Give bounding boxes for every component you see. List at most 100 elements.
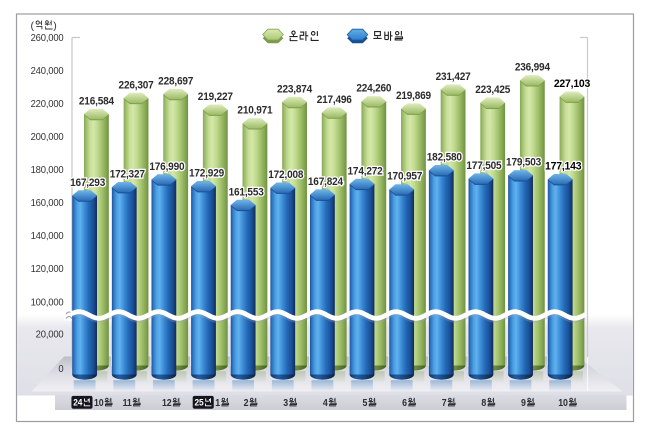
- bar-cap: [72, 190, 98, 201]
- value-labels: 216,584 167,293 226,307 172,327 228,697 176,9…: [69, 60, 592, 200]
- bar-reflection: [232, 380, 255, 392]
- y-axis-labels: 260,000 240,000 220,000 200,000 180,000 160,0…: [31, 20, 65, 375]
- bar-reflection: [271, 380, 294, 392]
- bar-모바일-3: [191, 180, 216, 392]
- hangul-월: [328, 397, 337, 407]
- svg-text:177,143: 177,143: [545, 161, 581, 173]
- bar-reflection: [85, 371, 108, 383]
- svg-text:227,103: 227,103: [554, 78, 590, 90]
- svg-text:228,697: 228,697: [158, 75, 193, 87]
- svg-text:216,584: 216,584: [79, 95, 114, 107]
- y-tick-label: 180,000: [31, 164, 64, 176]
- y-tick-label: 160,000: [31, 197, 64, 209]
- bar-reflection: [351, 380, 373, 392]
- value-label-mobile: 174,272: [346, 164, 384, 179]
- bar-reflection: [549, 380, 572, 392]
- bar-cap: [401, 103, 426, 114]
- y-tick-label: 260,000: [31, 32, 64, 44]
- value-label-online: 216,584: [78, 94, 116, 109]
- y-tick-label: 220,000: [31, 98, 64, 110]
- hangul-월: [408, 397, 416, 407]
- bar-reflection: [561, 371, 583, 383]
- bar-reflection: [311, 380, 334, 392]
- bar-모바일-9: [428, 165, 454, 392]
- svg-text:170,957: 170,957: [387, 171, 422, 183]
- bar-cap: [440, 84, 466, 95]
- bar-cap: [547, 174, 573, 185]
- y-tick-label: 20,000: [36, 328, 64, 340]
- hangul-월: [487, 397, 496, 407]
- svg-text:174,272: 174,272: [348, 165, 383, 177]
- bar-모바일-4: [230, 199, 256, 392]
- value-label-online: 217,496: [315, 93, 353, 108]
- bar-reflection: [470, 380, 492, 392]
- bar-모바일-12: [547, 174, 573, 392]
- bar-reflection: [204, 371, 227, 383]
- category-band: [55, 394, 627, 410]
- bar-cap: [361, 96, 387, 107]
- bar-body: [111, 187, 137, 375]
- value-label-mobile: 182,580: [425, 150, 463, 165]
- category-label-0: 24 10: [71, 395, 113, 409]
- value-label-mobile: 161,553: [227, 185, 265, 200]
- month-label: 7: [442, 397, 456, 409]
- bar-cap: [519, 75, 545, 86]
- bar-reflection: [113, 380, 136, 392]
- bar-모바일-5: [270, 182, 296, 392]
- svg-text:167,824: 167,824: [308, 176, 343, 188]
- bar-cap: [163, 88, 189, 100]
- svg-text:11: 11: [123, 398, 133, 409]
- hangul-억: [35, 20, 43, 30]
- y-tick-label: 240,000: [31, 65, 64, 77]
- svg-text:167,293: 167,293: [70, 177, 105, 189]
- bar-cap: [321, 107, 347, 118]
- month-label: 1: [215, 397, 230, 409]
- month-label: 10: [558, 397, 577, 409]
- hangul-월: [132, 397, 141, 407]
- hangul-월: [289, 397, 298, 407]
- svg-text:2: 2: [244, 398, 249, 409]
- svg-text:20,000: 20,000: [36, 328, 64, 340]
- bar-모바일-7: [349, 178, 375, 392]
- value-label-mobile: 167,293: [69, 175, 107, 190]
- svg-text:223,874: 223,874: [277, 83, 312, 95]
- value-label-mobile: 170,957: [386, 169, 424, 184]
- svg-text:120,000: 120,000: [31, 263, 64, 275]
- hangul-월: [569, 397, 577, 407]
- bar-모바일-2: [151, 174, 177, 392]
- bar-cap: [84, 108, 109, 120]
- legend: [262, 28, 404, 44]
- y-tick-label: 200,000: [31, 131, 64, 143]
- bar-body: [389, 189, 415, 375]
- bar-body: [270, 187, 296, 375]
- svg-text:224,260: 224,260: [356, 83, 391, 95]
- svg-text:161,553: 161,553: [229, 186, 264, 198]
- svg-text:236,994: 236,994: [515, 62, 550, 74]
- bar-cap: [151, 174, 177, 185]
- bar-body: [428, 170, 454, 375]
- svg-text:4: 4: [323, 398, 328, 409]
- bar-body: [349, 183, 375, 375]
- svg-text:9: 9: [521, 398, 526, 409]
- bar-body: [547, 179, 573, 375]
- legend-marker-online: [262, 28, 284, 44]
- bar-cap: [349, 178, 375, 190]
- bar-reflection: [244, 371, 266, 383]
- hangul-라: [299, 31, 309, 41]
- legend-label-online: [289, 30, 319, 42]
- bar-reflection: [152, 380, 175, 392]
- bar-cap: [309, 189, 335, 200]
- bar-cap: [270, 182, 296, 193]
- month-label: 6: [402, 397, 416, 409]
- hangul-온: [289, 30, 298, 42]
- svg-text:220,000: 220,000: [31, 98, 64, 110]
- value-label-online: 210,971: [236, 103, 274, 118]
- bar-reflection: [390, 380, 413, 392]
- value-label-online: 231,427: [434, 70, 472, 85]
- category-label-3: 25 1: [192, 395, 230, 409]
- bar-cap: [230, 199, 256, 211]
- svg-text:210,971: 210,971: [237, 105, 272, 117]
- svg-text:12: 12: [162, 398, 172, 409]
- month-label: 5: [362, 397, 377, 409]
- bar-body: [230, 204, 256, 375]
